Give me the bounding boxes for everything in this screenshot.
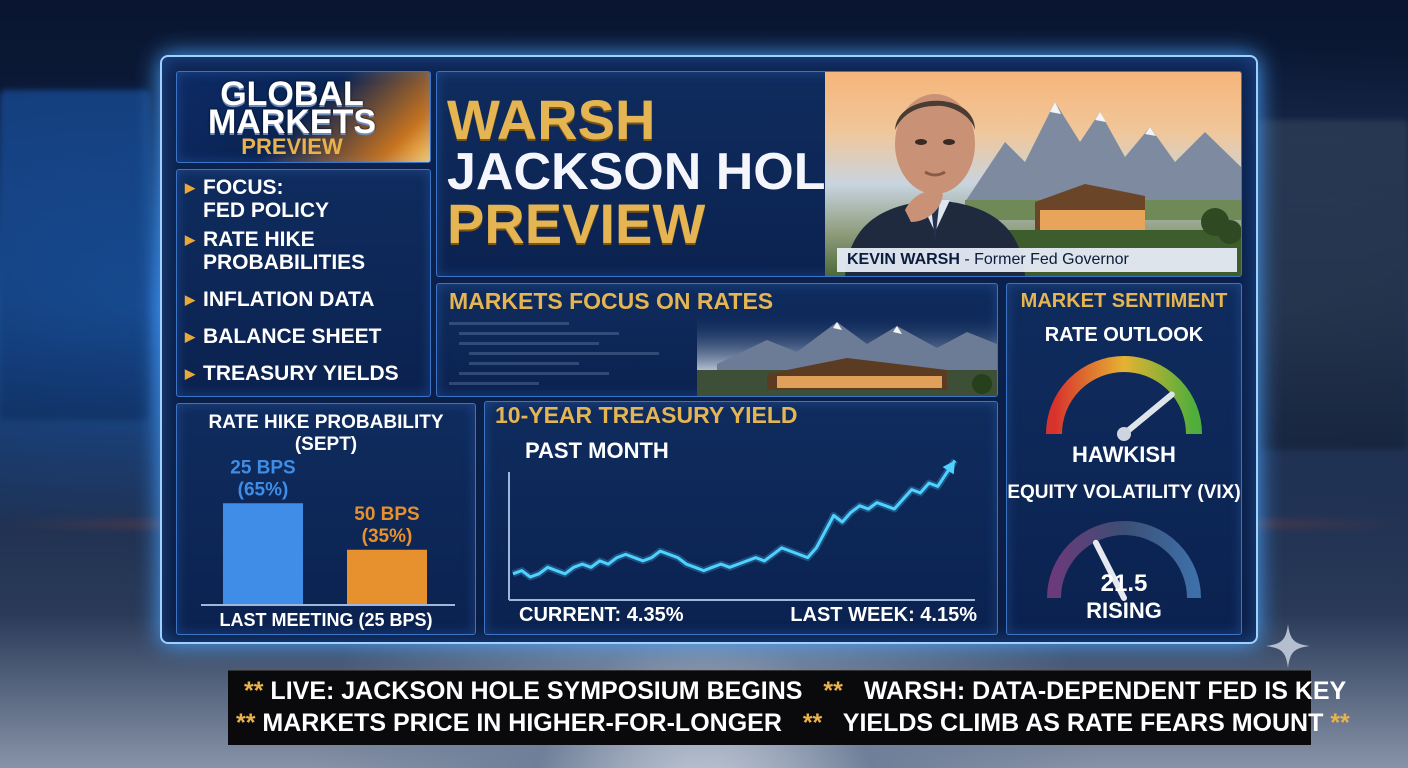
ticker-headline: YIELDS CLIMB AS RATE FEARS MOUNT [842,709,1324,737]
focus-item-balance-sheet: ▶ BALANCE SHEET [185,325,382,348]
markets-focus-title: MARKETS FOCUS ON RATES [449,288,774,314]
vix-gauge [1047,521,1201,601]
treasury-yield-line-chart [508,458,975,601]
treasury-yield-title: 10-YEAR TREASURY YIELD [495,402,798,428]
brand-panel: GLOBAL MARKETS PREVIEW [176,71,431,163]
bar-2 [347,549,427,604]
rate-hike-title: RATE HIKE PROBABILITY (SEPT) [208,412,444,455]
market-sentiment-title: MARKET SENTIMENT [1020,290,1228,312]
broadcast-frame: GLOBAL MARKETS PREVIEW ▶ FOCUS: FED POLICY… [160,55,1258,644]
headline-line-2: JACKSON HOLE [447,143,861,201]
mountain-lodge-scene [845,94,1241,276]
ticker-star: ** [1330,709,1350,737]
ticker-line-2: ** MARKETS PRICE IN HIGHER-FOR-LONGER **… [236,709,1350,738]
treasury-yield-subtitle: PAST MONTH [525,438,669,463]
portrait-caption: KEVIN WARSH - Former Fed Governor [837,248,1237,272]
yield-line-glow [511,458,958,581]
yield-arrow-head [942,460,955,475]
rate-hike-panel: RATE HIKE PROBABILITY (SEPT) 25 BPS (65%)… [176,403,476,635]
market-sentiment-panel: MARKET SENTIMENT RATE OUTLOOK HAWKISH EQ… [1006,283,1242,635]
focus-item-text: FED POLICY [203,199,330,222]
vix-label: EQUITY VOLATILITY (VIX) [1007,482,1241,503]
rate-outlook-needle [1121,391,1175,437]
focus-list-panel: ▶ FOCUS: FED POLICY ▶ RATE HIKE PROBABILITIE… [176,169,431,397]
focus-item-rate-hike: ▶ RATE HIKE PROBABILITIES [185,228,365,274]
vix-needle [1092,539,1127,601]
brand-line-global: GLOBAL [220,75,364,113]
bar-value-label: (35%) [362,526,413,547]
triangle-right-icon: ▶ [185,180,195,195]
vix-trend: RISING [1086,598,1162,623]
ticker-star: ** [802,709,823,737]
treasury-yield-panel: 10-YEAR TREASURY YIELD PAST MONTH CURREN… [484,401,998,635]
ticker-headline: WARSH: DATA-DEPENDENT FED IS KEY [863,677,1347,705]
headline-line-3: PREVIEW [447,192,706,255]
bar-1 [223,503,303,604]
focus-item-fed-policy: ▶ FOCUS: FED POLICY [185,176,329,222]
bar-value-label: (65%) [238,479,289,500]
rate-outlook-gauge [1046,356,1202,441]
headline-line-1: WARSH [447,88,656,151]
triangle-right-icon: ▶ [185,366,195,381]
focus-item-text: FOCUS: [203,176,284,199]
news-ticker: ** LIVE: JACKSON HOLE SYMPOSIUM BEGINS *… [228,670,1350,745]
current-yield: CURRENT: 4.35% [519,604,684,626]
sparkle-icon [1266,624,1310,668]
yield-line [512,459,957,579]
code-texture [449,322,659,385]
focus-item-inflation: ▶ INFLATION DATA [185,288,375,311]
brand-line-markets: MARKETS [207,103,377,141]
ticker-star: ** [823,677,843,705]
ticker-star: ** [244,677,264,705]
caption-role: - Former Fed Governor [959,251,1129,268]
background-screen-left [0,90,150,420]
mountain-lodge-thumbnail [697,314,997,396]
ticker-headline: LIVE: JACKSON HOLE SYMPOSIUM BEGINS [270,677,803,705]
ticker-line-1: ** LIVE: JACKSON HOLE SYMPOSIUM BEGINS *… [244,677,1346,706]
triangle-right-icon: ▶ [185,329,195,344]
bar-category-label: 50 BPS [354,504,419,525]
triangle-right-icon: ▶ [185,292,195,307]
bar-category-label: 25 BPS [230,457,295,478]
caption-name: KEVIN WARSH [847,251,960,268]
rate-hike-footer: LAST MEETING (25 BPS) [219,610,432,630]
triangle-right-icon: ▶ [185,232,195,247]
last-week-yield: LAST WEEK: 4.15% [790,604,977,626]
ticker-star: ** [236,709,256,737]
rate-outlook-value: HAWKISH [1072,442,1176,467]
focus-item-text: PROBABILITIES [203,251,366,274]
brand-line-preview: PREVIEW [241,134,343,159]
vix-value: 21.5 [1100,570,1148,597]
rate-outlook-label: RATE OUTLOOK [1044,324,1204,346]
portrait-image [825,72,1241,276]
focus-item-treasury-yields: ▶ TREASURY YIELDS [185,362,399,385]
markets-focus-panel: MARKETS FOCUS ON RATES [436,283,998,397]
headline-panel: WARSH JACKSON HOLE PREVIEW [436,71,1242,277]
background-screen-right [1258,120,1408,450]
rate-hike-bar-chart: 25 BPS(65%) 50 BPS(35%) LAST MEETING (25 B… [201,457,455,630]
focus-item-text: RATE HIKE [203,228,315,251]
ticker-headline: MARKETS PRICE IN HIGHER-FOR-LONGER [262,709,782,737]
